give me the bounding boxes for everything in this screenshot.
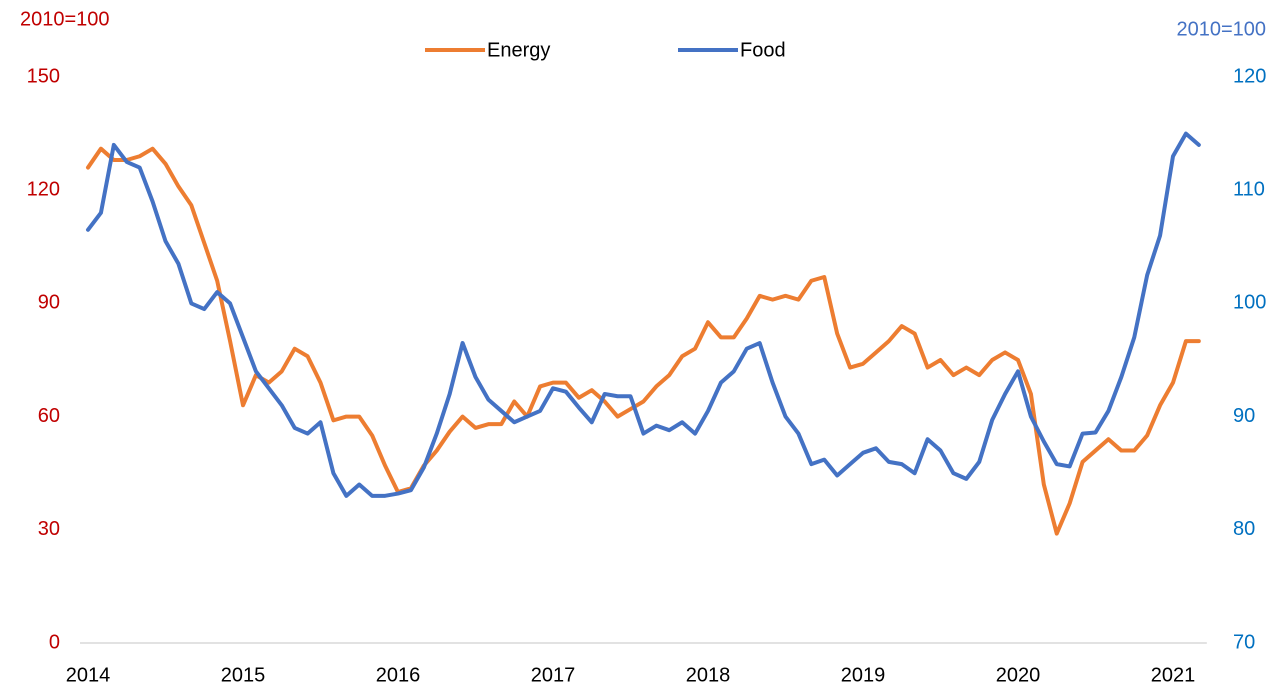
y2-axis-label: 2010=100 (1176, 18, 1266, 40)
y2-tick-label: 110 (1233, 178, 1265, 200)
y-tick-label: 30 (38, 518, 60, 540)
x-tick-label: 2017 (531, 664, 576, 686)
x-tick-label: 2021 (1151, 664, 1196, 686)
x-tick-label: 2020 (996, 664, 1041, 686)
y-tick-label: 120 (27, 178, 60, 200)
y-tick-label: 0 (49, 631, 60, 653)
x-tick-label: 2019 (841, 664, 886, 686)
legend-label: Energy (487, 39, 550, 61)
y-tick-label: 150 (27, 65, 60, 87)
y-axis-label: 2010=100 (20, 8, 110, 30)
y-tick-label: 60 (38, 405, 60, 427)
series-line (86, 146, 1201, 536)
legend-label: Food (740, 39, 786, 61)
y2-tick-label: 70 (1233, 631, 1255, 653)
y2-tick-label: 90 (1233, 405, 1255, 427)
y2-tick-label: 100 (1233, 292, 1266, 314)
series-line (86, 131, 1201, 498)
x-tick-label: 2015 (221, 664, 266, 686)
x-tick-label: 2018 (686, 664, 731, 686)
y2-tick-label: 120 (1233, 65, 1266, 87)
y2-tick-label: 80 (1233, 518, 1255, 540)
x-tick-label: 2016 (376, 664, 421, 686)
y-tick-label: 90 (38, 292, 60, 314)
x-tick-label: 2014 (66, 664, 111, 686)
